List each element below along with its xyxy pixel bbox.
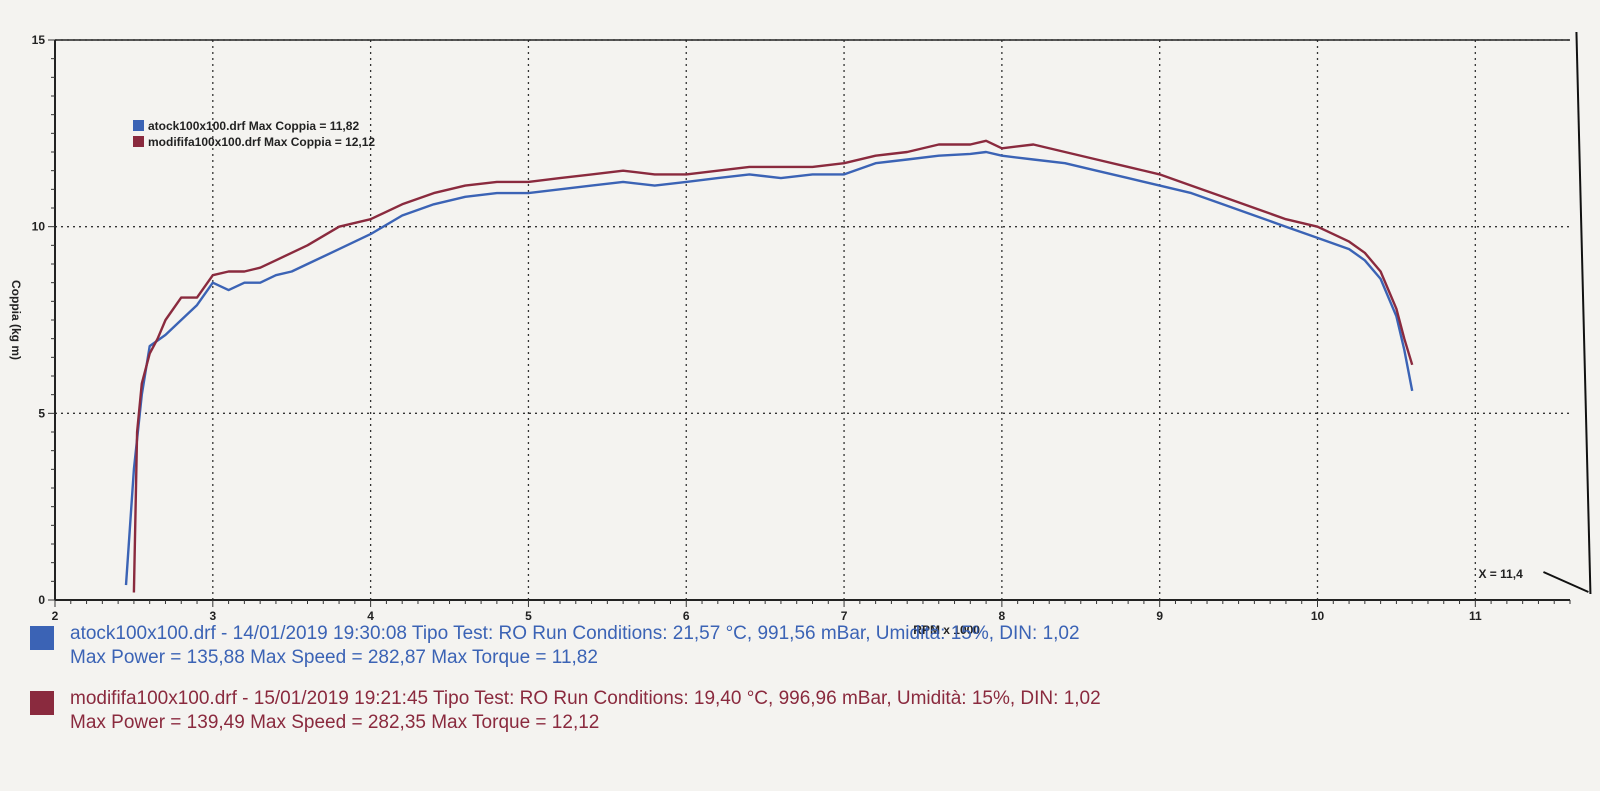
series-line-1: [124, 150, 1414, 586]
x-tick-label: 4: [367, 609, 374, 623]
y-tick-label: 10: [32, 220, 46, 234]
series-line-2: [132, 139, 1414, 593]
run-info-1: atock100x100.drf - 14/01/2019 19:30:08 T…: [30, 622, 1530, 670]
chart-legend: atock100x100.drf Max Coppia = 11,82 modif…: [133, 119, 375, 149]
run-info-details: atock100x100.drf - 14/01/2019 19:30:08 T…: [70, 623, 1080, 644]
y-tick-label: 5: [38, 406, 45, 420]
x-tick-label: 2: [52, 609, 59, 623]
x-tick-label: 9: [1156, 609, 1163, 623]
x-tick-label: 8: [999, 609, 1006, 623]
x-axis-title: RPM x 1000: [913, 623, 980, 637]
cursor-arrow: [1543, 571, 1589, 593]
run-info-maxima: Max Power = 139,49 Max Speed = 282,35 Ma…: [70, 712, 600, 733]
run-info-maxima: Max Power = 135,88 Max Speed = 282,87 Ma…: [70, 647, 598, 668]
cursor-line: [1575, 31, 1592, 595]
x-tick-label: 11: [1469, 609, 1482, 623]
legend-label-1: atock100x100.drf Max Coppia = 11,82: [148, 119, 359, 133]
x-tick-label: 7: [841, 609, 848, 623]
axes: [48, 31, 1592, 607]
legend-swatch-1: [133, 120, 144, 131]
run-info-2: modififa100x100.drf - 15/01/2019 19:21:4…: [30, 687, 1530, 735]
x-tick-label: 5: [525, 609, 532, 623]
run-color-swatch: [30, 626, 54, 650]
legend-label-2: modififa100x100.drf Max Coppia = 12,12: [148, 135, 375, 149]
x-tick-label: 6: [683, 609, 690, 623]
x-tick-label: 3: [209, 609, 216, 623]
cursor-label: X = 11,4: [1478, 567, 1523, 581]
y-tick-label: 0: [38, 593, 45, 607]
legend-swatch-2: [133, 136, 144, 147]
tick-labels: 2 3 4 5 6 7 8 9 10 11 0 5 10 15 Coppia (kg m) RPM x 100…: [9, 33, 1523, 637]
y-axis-title: Coppia (kg m): [9, 280, 23, 360]
run-info-details: modififa100x100.drf - 15/01/2019 19:21:4…: [70, 688, 1101, 709]
series-lines: [124, 139, 1414, 593]
run-color-swatch: [30, 691, 54, 715]
x-tick-label: 10: [1311, 609, 1325, 623]
y-tick-label: 15: [32, 33, 46, 47]
